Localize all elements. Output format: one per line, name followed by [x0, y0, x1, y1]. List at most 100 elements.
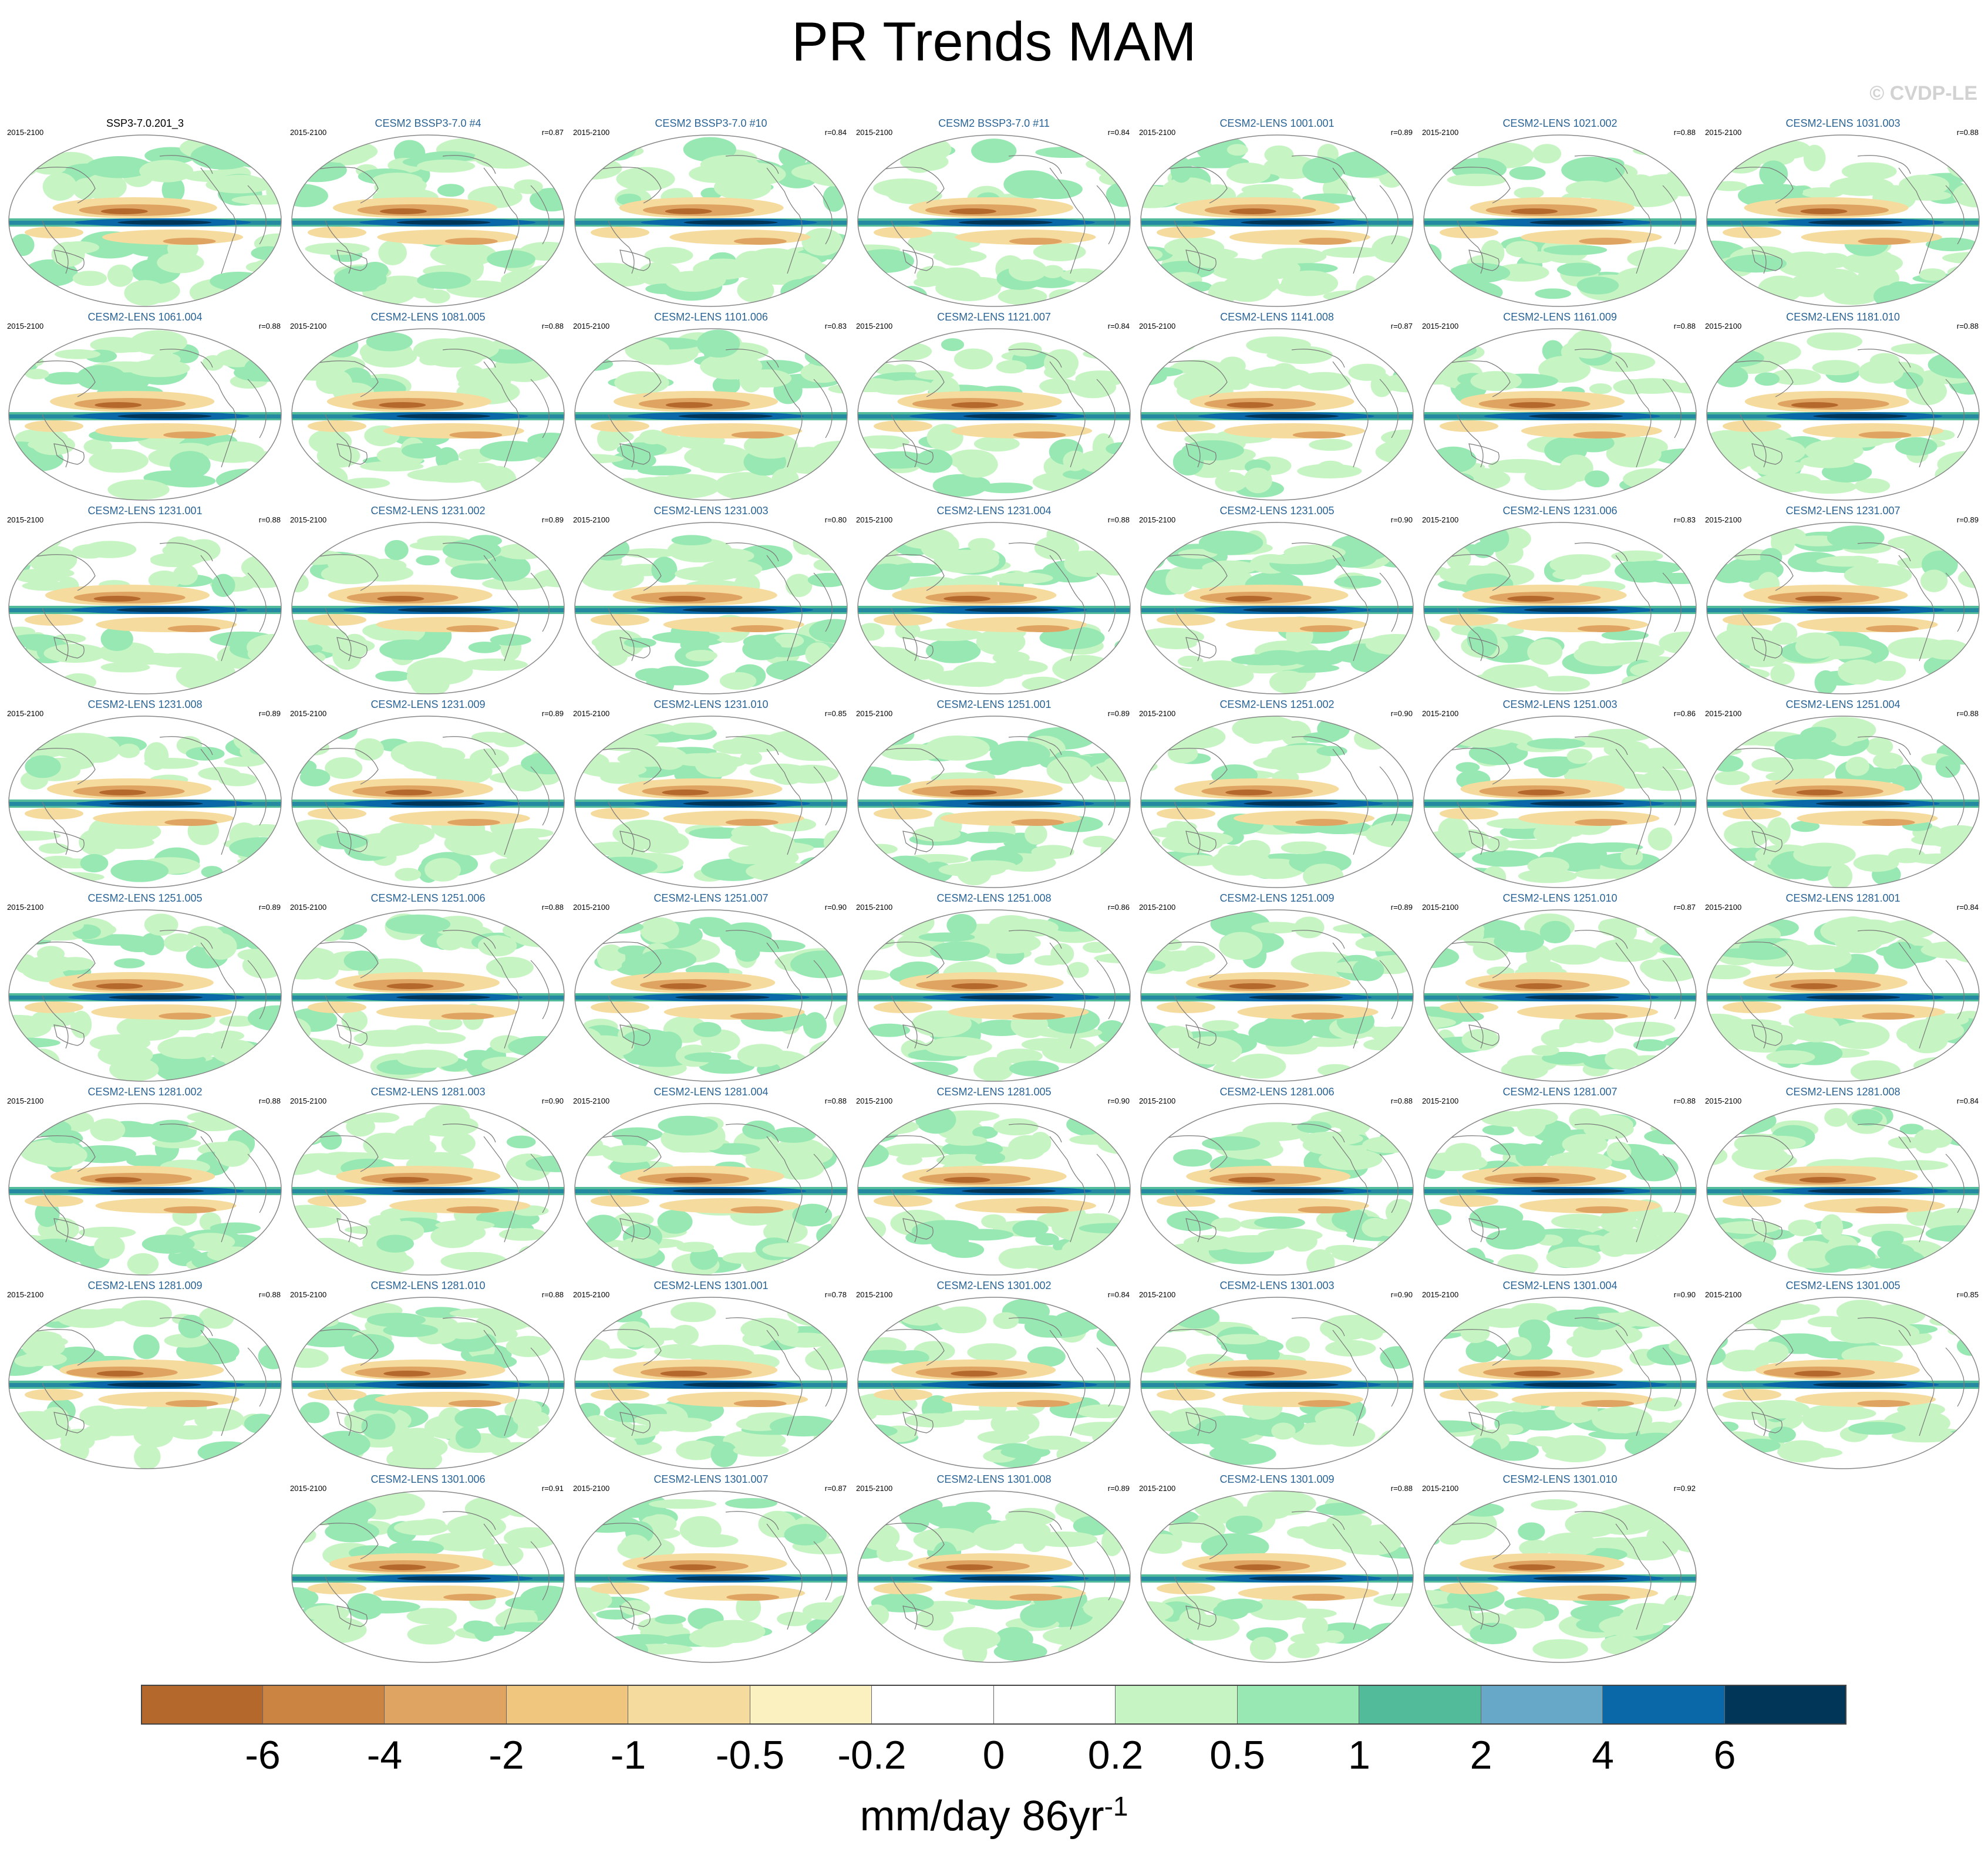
- precip-trend-map: [1140, 1103, 1414, 1276]
- panel-period: 2015-2100: [573, 515, 610, 524]
- panel-period: 2015-2100: [573, 1290, 610, 1299]
- panel-title: CESM2-LENS 1251.001: [936, 699, 1052, 710]
- map-panel: 2015-2100 CESM2-LENS 1231.010 r=0.85: [573, 699, 849, 892]
- panel-period: 2015-2100: [1422, 903, 1459, 912]
- colorbar-tick-label: 6: [1713, 1733, 1736, 1777]
- colorbar-box: [1237, 1685, 1359, 1725]
- map-panel: 2015-2100 CESM2-LENS 1161.009 r=0.88: [1422, 311, 1698, 505]
- panel-period: 2015-2100: [290, 128, 327, 137]
- precip-trend-map: [857, 1490, 1131, 1663]
- panel-period: 2015-2100: [573, 322, 610, 330]
- panel-period: 2015-2100: [7, 1097, 44, 1105]
- map-panel: 2015-2100 CESM2-LENS 1181.010 r=0.88: [1705, 311, 1981, 505]
- map-panel: 2015-2100 CESM2-LENS 1251.004 r=0.88: [1705, 699, 1981, 892]
- map-panel: 2015-2100 CESM2-LENS 1281.001 r=0.84: [1705, 892, 1981, 1086]
- panel-title: CESM2-LENS 1231.005: [1219, 505, 1335, 517]
- panel-correlation: r=0.89: [1390, 903, 1413, 912]
- panel-correlation: r=0.89: [541, 515, 564, 524]
- panel-title: CESM2-LENS 1281.002: [87, 1086, 203, 1098]
- precip-trend-map: [8, 1297, 282, 1469]
- map-panel: 2015-2100 CESM2-LENS 1281.010 r=0.88: [290, 1280, 566, 1473]
- panel-correlation: r=0.88: [258, 1290, 281, 1299]
- panel-period: 2015-2100: [1139, 128, 1176, 137]
- precip-trend-map: [291, 716, 565, 888]
- panel-period: 2015-2100: [1139, 903, 1176, 912]
- panel-correlation: r=0.87: [824, 1484, 847, 1493]
- precip-trend-map: [8, 716, 282, 888]
- panel-period: 2015-2100: [7, 515, 44, 524]
- panel-title: CESM2-LENS 1301.003: [1219, 1280, 1335, 1291]
- panel-correlation: r=0.84: [824, 128, 847, 137]
- panel-correlation: r=0.88: [1956, 322, 1979, 330]
- panel-title: CESM2-LENS 1231.008: [87, 699, 203, 710]
- map-panel: 2015-2100 CESM2-LENS 1301.007 r=0.87: [573, 1473, 849, 1667]
- panel-period: 2015-2100: [1139, 515, 1176, 524]
- panel-period: 2015-2100: [856, 515, 893, 524]
- panel-title: CESM2-LENS 1281.001: [1785, 892, 1901, 904]
- panel-period: 2015-2100: [1422, 1484, 1459, 1493]
- panel-correlation: r=0.78: [824, 1290, 847, 1299]
- map-panel: 2015-2100 CESM2-LENS 1251.003 r=0.86: [1422, 699, 1698, 892]
- panel-period: 2015-2100: [856, 1484, 893, 1493]
- precip-trend-map: [857, 328, 1131, 501]
- precip-trend-map: [1706, 1103, 1980, 1276]
- map-panel: 2015-2100 CESM2-LENS 1251.010 r=0.87: [1422, 892, 1698, 1086]
- panel-title: CESM2-LENS 1301.004: [1502, 1280, 1618, 1291]
- map-panel: 2015-2100 CESM2-LENS 1281.007 r=0.88: [1422, 1086, 1698, 1280]
- colorbar-units-text: mm/day 86yr: [860, 1793, 1104, 1840]
- panel-correlation: r=0.89: [1107, 709, 1130, 718]
- precip-trend-map: [1706, 522, 1980, 694]
- precip-trend-map: [1140, 716, 1414, 888]
- map-panel: 2015-2100 CESM2-LENS 1301.003 r=0.90: [1139, 1280, 1415, 1473]
- panel-correlation: r=0.89: [541, 709, 564, 718]
- panel-correlation: r=0.90: [1673, 1290, 1696, 1299]
- colorbar-units: mm/day 86yr-1: [0, 1782, 1988, 1841]
- panel-title: CESM2-LENS 1301.007: [653, 1473, 769, 1485]
- panel-title: CESM2-LENS 1231.003: [653, 505, 769, 517]
- panel-period: 2015-2100: [856, 128, 893, 137]
- panel-title: CESM2-LENS 1161.009: [1503, 311, 1617, 323]
- panel-correlation: r=0.87: [541, 128, 564, 137]
- panel-period: 2015-2100: [1705, 903, 1742, 912]
- colorbar-box: [993, 1685, 1116, 1725]
- panel-title: CESM2-LENS 1281.005: [936, 1086, 1052, 1098]
- panel-correlation: r=0.84: [1107, 128, 1130, 137]
- panel-correlation: r=0.89: [1390, 128, 1413, 137]
- panel-title: CESM2-LENS 1251.008: [936, 892, 1052, 904]
- colorbar-box: [628, 1685, 750, 1725]
- precip-trend-map: [1706, 716, 1980, 888]
- panel-title: CESM2-LENS 1231.002: [370, 505, 486, 517]
- map-panel: 2015-2100 CESM2-LENS 1281.004 r=0.88: [573, 1086, 849, 1280]
- panel-correlation: r=0.83: [1673, 515, 1696, 524]
- panel-period: 2015-2100: [856, 322, 893, 330]
- panel-correlation: r=0.90: [1390, 1290, 1413, 1299]
- panel-title: CESM2-LENS 1281.003: [370, 1086, 486, 1098]
- panel-period: 2015-2100: [856, 709, 893, 718]
- map-panel: 2015-2100 CESM2-LENS 1231.002 r=0.89: [290, 505, 566, 699]
- panel-title: CESM2-LENS 1231.009: [370, 699, 486, 710]
- panel-correlation: r=0.88: [1390, 1484, 1413, 1493]
- colorbar-tick-label: -6: [245, 1733, 281, 1777]
- panel-period: 2015-2100: [1422, 128, 1459, 137]
- panel-correlation: r=0.88: [258, 322, 281, 330]
- panel-period: 2015-2100: [1705, 322, 1742, 330]
- precip-trend-map: [574, 1297, 848, 1469]
- panel-title: CESM2-LENS 1031.003: [1785, 117, 1901, 129]
- panel-title: CESM2-LENS 1281.006: [1219, 1086, 1335, 1098]
- panel-title: CESM2-LENS 1061.004: [87, 311, 203, 323]
- panel-correlation: r=0.88: [541, 322, 564, 330]
- panel-title: CESM2-LENS 1081.005: [370, 311, 486, 323]
- panel-title: CESM2-LENS 1281.010: [370, 1280, 486, 1291]
- colorbar-box: [872, 1685, 994, 1725]
- map-panel: 2015-2100 CESM2-LENS 1251.001 r=0.89: [856, 699, 1132, 892]
- colorbar-box: [1116, 1685, 1238, 1725]
- precip-trend-map: [1423, 134, 1697, 307]
- colorbar-box: [385, 1685, 507, 1725]
- colorbar-box: [1603, 1685, 1725, 1725]
- panel-period: 2015-2100: [290, 1484, 327, 1493]
- panel-title: CESM2-LENS 1021.002: [1502, 117, 1618, 129]
- precip-trend-map: [574, 1490, 848, 1663]
- map-panel: 2015-2100 CESM2-LENS 1281.005 r=0.90: [856, 1086, 1132, 1280]
- precip-trend-map: [291, 1103, 565, 1276]
- panel-correlation: r=0.86: [1107, 903, 1130, 912]
